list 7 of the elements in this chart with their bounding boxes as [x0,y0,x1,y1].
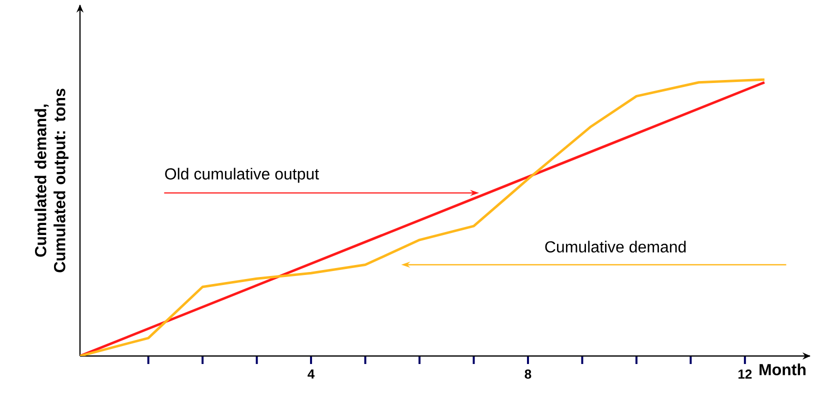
x-axis-title: Month [760,364,806,376]
x-tick-label: 12 [738,370,752,379]
y-axis-title: Cumulated demand, Cumulated output: tons [34,88,68,272]
x-tick-label: 8 [524,370,532,379]
x-tick-label: 4 [308,370,315,378]
annotation: Cumulative demand [545,240,686,253]
annotation: Old cumulative output [165,168,319,183]
